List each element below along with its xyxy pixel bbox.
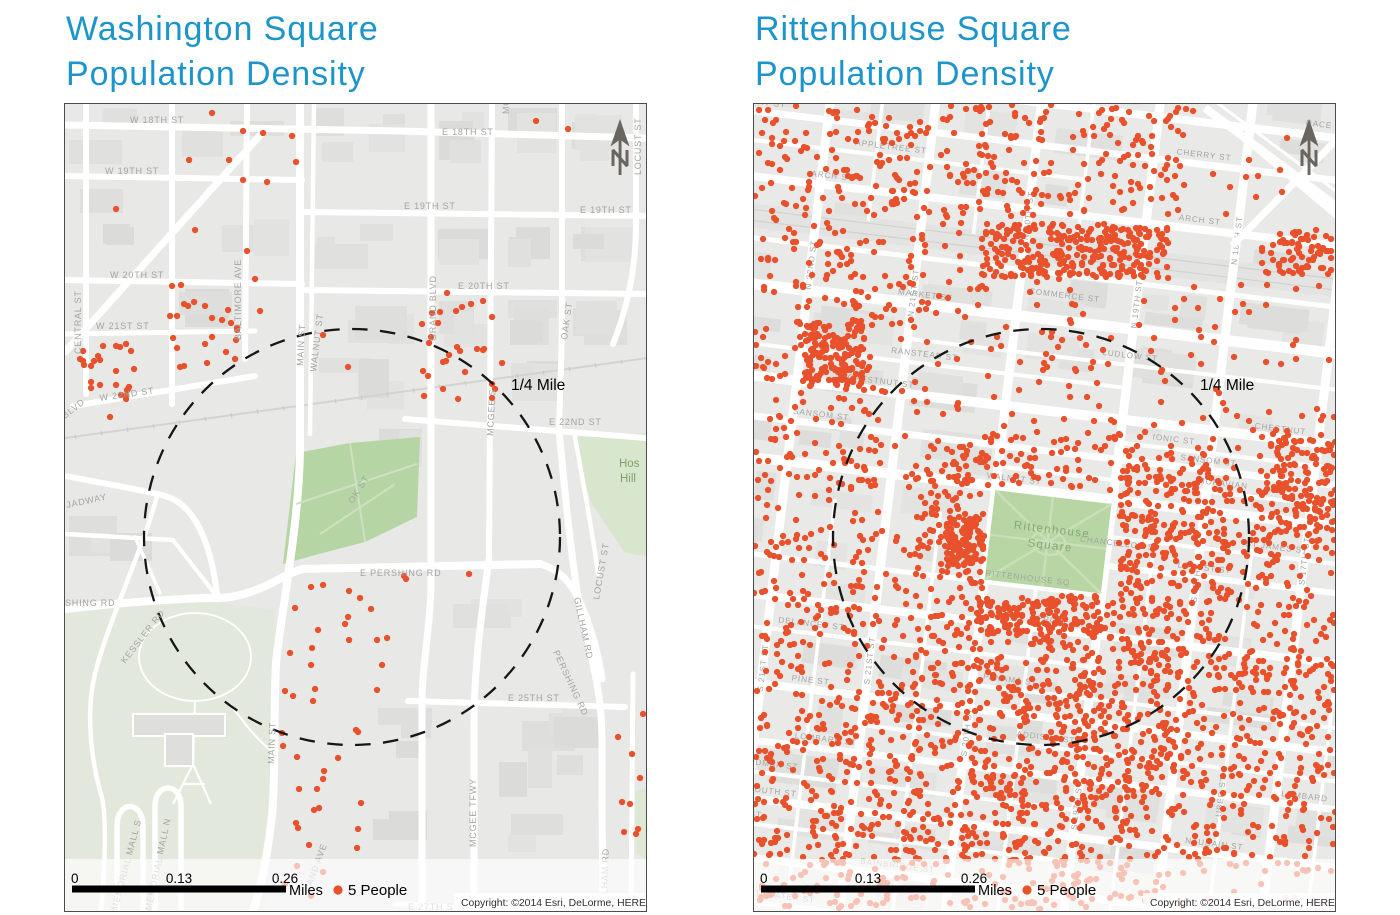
svg-text:E PERSHING RD: E PERSHING RD — [360, 568, 441, 578]
svg-text:Copyright: ©2014 Esri, DeLorme: Copyright: ©2014 Esri, DeLorme, HERE — [1150, 898, 1335, 909]
svg-text:MC: MC — [501, 104, 511, 114]
svg-text:ERRY ST: ERRY ST — [754, 104, 786, 110]
svg-text:SHING RD: SHING RD — [65, 598, 115, 608]
svg-text:Miles: Miles — [289, 883, 323, 899]
svg-text:Hill: Hill — [620, 473, 636, 485]
svg-text:GRAND BLVD: GRAND BLVD — [428, 275, 438, 341]
svg-text:KATER ST: KATER ST — [754, 805, 762, 819]
svg-text:0.13: 0.13 — [166, 871, 192, 886]
svg-text:MCGEE S: MCGEE S — [485, 389, 497, 437]
svg-text:LOCUST ST: LOCUST ST — [633, 117, 643, 175]
svg-text:Hos: Hos — [619, 458, 640, 470]
svg-text:MAIN ST: MAIN ST — [295, 324, 307, 367]
svg-text:5 People: 5 People — [1037, 882, 1096, 899]
svg-text:MCGEE TFWY: MCGEE TFWY — [468, 778, 478, 847]
svg-text:E 20TH ST: E 20TH ST — [458, 281, 510, 291]
svg-text:5 People: 5 People — [348, 882, 407, 899]
svg-text:E 19TH ST: E 19TH ST — [404, 201, 456, 211]
svg-text:W 19TH ST: W 19TH ST — [105, 166, 159, 176]
svg-text:CENTRAL ST: CENTRAL ST — [73, 290, 83, 354]
svg-text:E 19TH ST: E 19TH ST — [580, 205, 632, 215]
svg-text:MAIN ST: MAIN ST — [266, 722, 277, 764]
svg-text:0.13: 0.13 — [855, 871, 881, 886]
svg-text:E 18TH ST: E 18TH ST — [442, 127, 494, 137]
svg-text:Square: Square — [1027, 537, 1074, 554]
svg-text:PINE ST: PINE ST — [791, 673, 830, 686]
svg-text:0.26: 0.26 — [272, 871, 298, 886]
svg-text:E 25TH ST: E 25TH ST — [508, 693, 560, 703]
svg-text:BALTIMORE AVE: BALTIMORE AVE — [233, 259, 243, 340]
svg-text:W 18TH ST: W 18TH ST — [130, 115, 184, 125]
svg-text:E 22ND ST: E 22ND ST — [549, 417, 602, 427]
svg-text:Miles: Miles — [978, 883, 1012, 899]
svg-text:0: 0 — [71, 871, 79, 886]
svg-text:1/4 Mile: 1/4 Mile — [511, 377, 565, 394]
svg-text:0: 0 — [760, 871, 768, 886]
svg-text:W 20TH ST: W 20TH ST — [110, 270, 164, 280]
svg-text:Copyright: ©2014 Esri, DeLorme: Copyright: ©2014 Esri, DeLorme, HERE — [461, 898, 646, 909]
svg-text:1/4 Mile: 1/4 Mile — [1200, 377, 1254, 394]
svg-text:W 21ST ST: W 21ST ST — [96, 321, 150, 331]
svg-text:0.26: 0.26 — [961, 871, 987, 886]
